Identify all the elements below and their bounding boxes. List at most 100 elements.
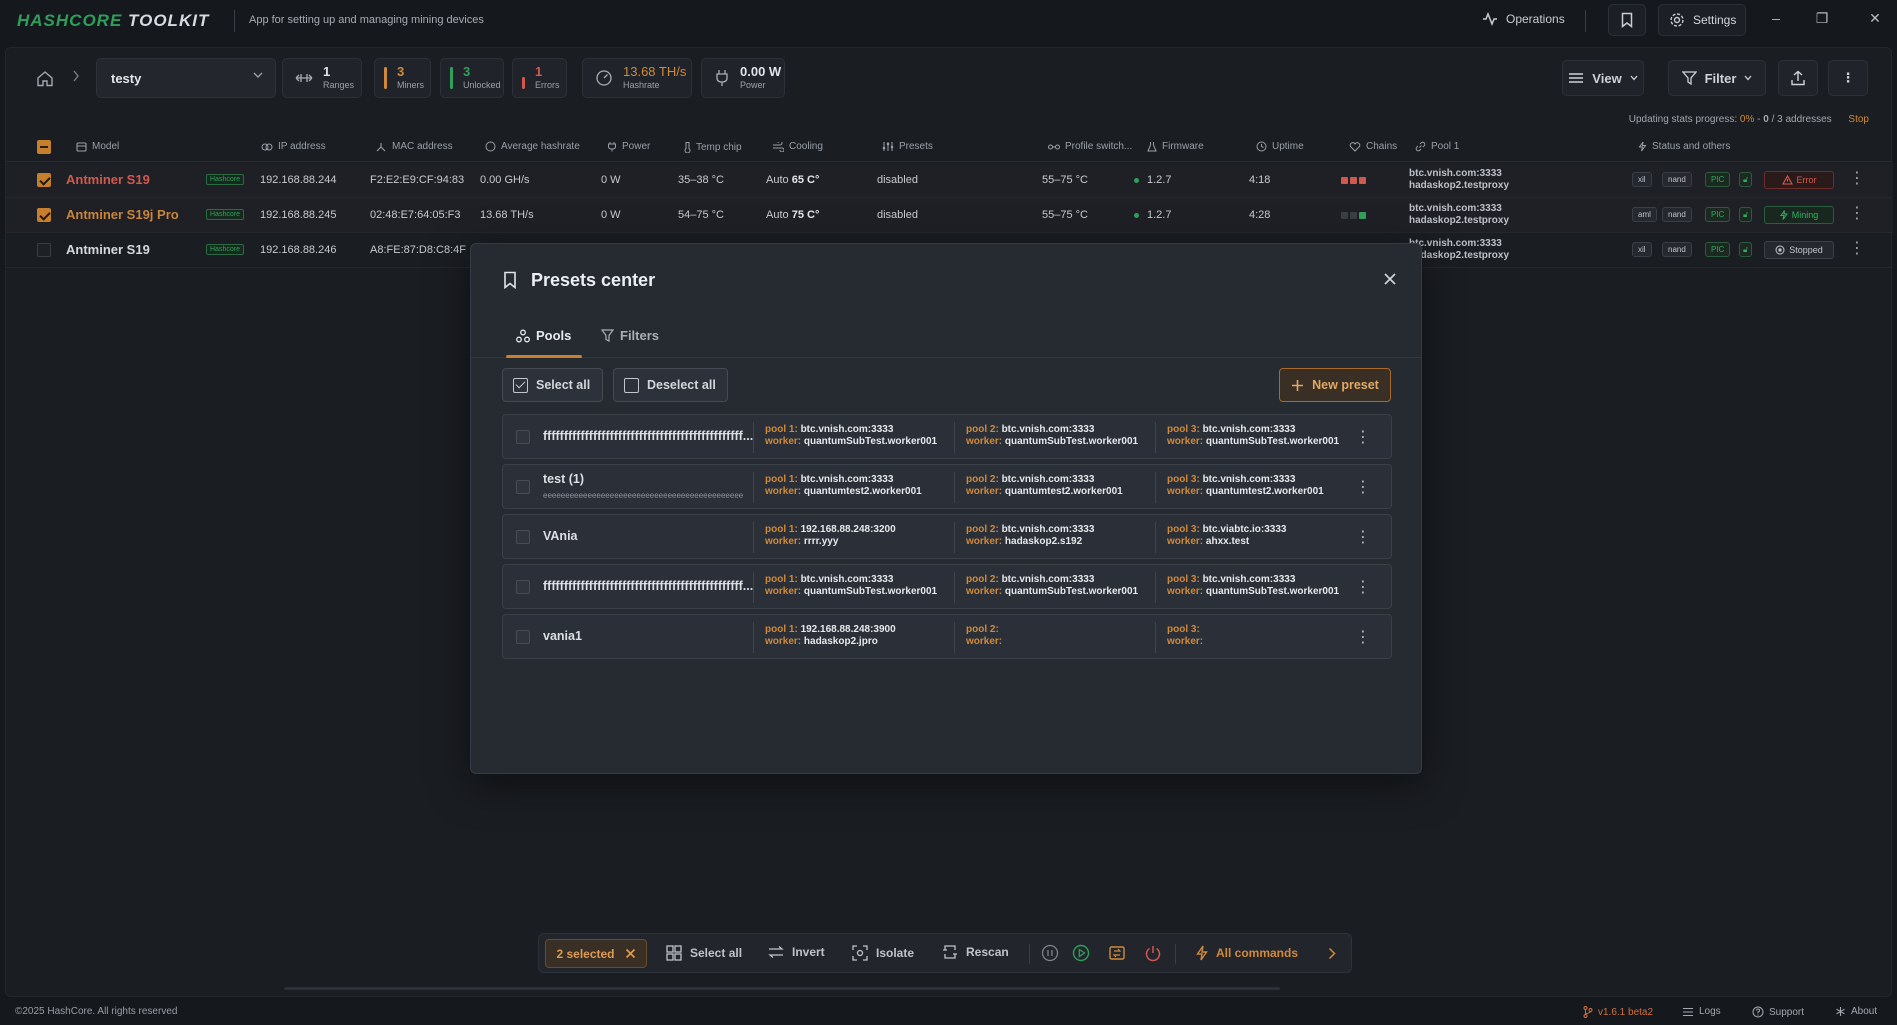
isolate-button[interactable]: Isolate	[852, 945, 914, 961]
select-all-presets-button[interactable]: Select all	[502, 368, 603, 402]
close-icon[interactable]	[1383, 270, 1397, 291]
new-preset-button[interactable]: New preset	[1279, 368, 1391, 402]
settings-button[interactable]: Settings	[1658, 4, 1746, 36]
row-more-icon[interactable]: ⋮	[1849, 205, 1865, 222]
power-off-icon[interactable]	[1144, 944, 1162, 962]
preset-pool-3: pool 3: btc.vnish.com:3333 worker: quantu…	[1167, 574, 1339, 598]
pool-worker: quantumSubTest.worker001	[1205, 436, 1340, 447]
col-status[interactable]: Status and others	[1638, 141, 1730, 152]
divider	[1155, 572, 1156, 603]
col-presets[interactable]: Presets	[882, 141, 933, 152]
clear-selection-icon[interactable]	[625, 948, 636, 959]
version-link[interactable]: v1.6.1 beta2	[1583, 1006, 1653, 1018]
row-checkbox[interactable]	[37, 208, 51, 222]
worker-key: worker:	[765, 586, 802, 597]
col-firmware[interactable]: Firmware	[1147, 141, 1204, 152]
pause-icon[interactable]	[1041, 944, 1059, 962]
row-more-icon[interactable]: ⋮	[1849, 170, 1865, 187]
col-hashrate[interactable]: Average hashrate	[485, 141, 580, 152]
row-checkbox[interactable]	[37, 173, 51, 187]
gear-icon	[1670, 13, 1684, 27]
col-power[interactable]: Power	[607, 141, 650, 152]
rescan-button[interactable]: Rescan	[942, 945, 1009, 959]
support-link[interactable]: Support	[1752, 1006, 1804, 1018]
col-temp[interactable]: Temp chip	[684, 141, 742, 153]
home-icon[interactable]	[36, 70, 54, 90]
chevron-right-icon[interactable]	[1328, 947, 1336, 960]
presets-button[interactable]	[1608, 4, 1646, 36]
table-row[interactable]: Antminer S19j Pro Hashcore 192.168.88.24…	[6, 198, 1893, 233]
stat-errors[interactable]: 1 Errors	[512, 58, 567, 98]
support-label: Support	[1769, 1006, 1805, 1018]
col-pool1[interactable]: Pool 1	[1415, 141, 1459, 152]
preset-row[interactable]: ffffffffffffffffffffffffffffffffffffffff…	[502, 564, 1392, 609]
row-ip[interactable]: 192.168.88.244	[260, 174, 337, 186]
preset-name: ffffffffffffffffffffffffffffffffffffffff…	[543, 429, 754, 443]
more-button[interactable]: ⋮	[1828, 60, 1868, 96]
row-checkbox[interactable]	[37, 243, 51, 257]
stat-miners[interactable]: 3 Miners	[374, 58, 431, 98]
play-icon[interactable]	[1072, 944, 1090, 962]
preset-more-icon[interactable]: ⋮	[1355, 429, 1371, 446]
select-all-button[interactable]: Select all	[666, 945, 742, 961]
all-commands-button[interactable]: All commands	[1196, 945, 1298, 961]
tab-filters[interactable]: Filters	[601, 328, 659, 343]
stat-errors-label: Errors	[535, 80, 560, 90]
preset-more-icon[interactable]: ⋮	[1355, 529, 1371, 546]
col-profile[interactable]: Profile switch...	[1048, 141, 1132, 152]
select-all-action-label: Select all	[690, 946, 743, 960]
horizontal-scrollbar[interactable]	[284, 987, 1280, 990]
unlock-icon: 🔓︎	[1739, 172, 1753, 187]
tab-pools[interactable]: Pools	[516, 328, 571, 343]
preset-row[interactable]: vania1 pool 1: 192.168.88.248:3900 worker:…	[502, 614, 1392, 659]
row-more-icon[interactable]: ⋮	[1849, 240, 1865, 257]
row-model[interactable]: Antminer S19	[66, 242, 150, 257]
table-row[interactable]: Antminer S19 Hashcore 192.168.88.244 F2:…	[6, 163, 1893, 198]
row-model[interactable]: Antminer S19j Pro	[66, 207, 179, 222]
row-ip[interactable]: 192.168.88.245	[260, 209, 337, 221]
selected-count-chip[interactable]: 2 selected	[545, 939, 647, 968]
select-all-checkbox[interactable]	[37, 140, 51, 154]
preset-checkbox[interactable]	[516, 580, 530, 594]
stat-ranges[interactable]: 1 Ranges	[282, 58, 362, 98]
invert-button[interactable]: Invert	[768, 945, 825, 959]
preset-row[interactable]: VAnia pool 1: 192.168.88.248:3200 worker: …	[502, 514, 1392, 559]
col-model[interactable]: Model	[76, 141, 119, 152]
filter-button[interactable]: Filter	[1668, 60, 1766, 96]
reboot-icon[interactable]	[1108, 944, 1126, 962]
preset-row[interactable]: ffffffffffffffffffffffffffffffffffffffff…	[502, 414, 1392, 459]
switch-icon	[1048, 144, 1060, 149]
close-window-icon[interactable]: ✕	[1869, 9, 1881, 26]
col-ip[interactable]: IP address	[261, 141, 326, 152]
minimize-icon[interactable]: –	[1772, 10, 1780, 26]
preset-checkbox[interactable]	[516, 630, 530, 644]
row-uptime: 4:28	[1249, 209, 1271, 221]
table-row[interactable]: Antminer S19 Hashcore 192.168.88.246 A8:…	[6, 233, 1893, 268]
preset-more-icon[interactable]: ⋮	[1355, 579, 1371, 596]
operations-button[interactable]: Operations	[1482, 12, 1565, 26]
row-model[interactable]: Antminer S19	[66, 172, 150, 187]
col-uptime[interactable]: Uptime	[1256, 141, 1304, 152]
tab-filters-label: Filters	[620, 328, 660, 343]
preset-more-icon[interactable]: ⋮	[1355, 629, 1371, 646]
stop-button[interactable]: Stop	[1848, 114, 1869, 125]
deselect-all-presets-button[interactable]: Deselect all	[613, 368, 728, 402]
preset-checkbox[interactable]	[516, 430, 530, 444]
about-link[interactable]: About	[1835, 1006, 1877, 1017]
row-ip[interactable]: 192.168.88.246	[260, 244, 337, 256]
preset-row[interactable]: test (1) eeeeeeeeeeeeeeeeeeeeeeeeeeeeeeee…	[502, 464, 1392, 509]
restore-icon[interactable]: ❐	[1815, 9, 1829, 26]
col-chains[interactable]: Chains	[1349, 141, 1397, 152]
firmware-badge: Hashcore	[206, 174, 244, 185]
divider	[1155, 472, 1156, 503]
col-cooling[interactable]: Cooling	[772, 141, 823, 152]
view-button[interactable]: View	[1562, 60, 1644, 96]
group-select[interactable]: testy	[96, 58, 276, 98]
export-button[interactable]	[1778, 60, 1818, 96]
stat-unlocked[interactable]: 3 Unlocked	[440, 58, 504, 98]
col-mac[interactable]: MAC address	[375, 141, 453, 152]
logs-link[interactable]: Logs	[1682, 1006, 1721, 1017]
preset-checkbox[interactable]	[516, 480, 530, 494]
preset-more-icon[interactable]: ⋮	[1355, 479, 1371, 496]
preset-checkbox[interactable]	[516, 530, 530, 544]
